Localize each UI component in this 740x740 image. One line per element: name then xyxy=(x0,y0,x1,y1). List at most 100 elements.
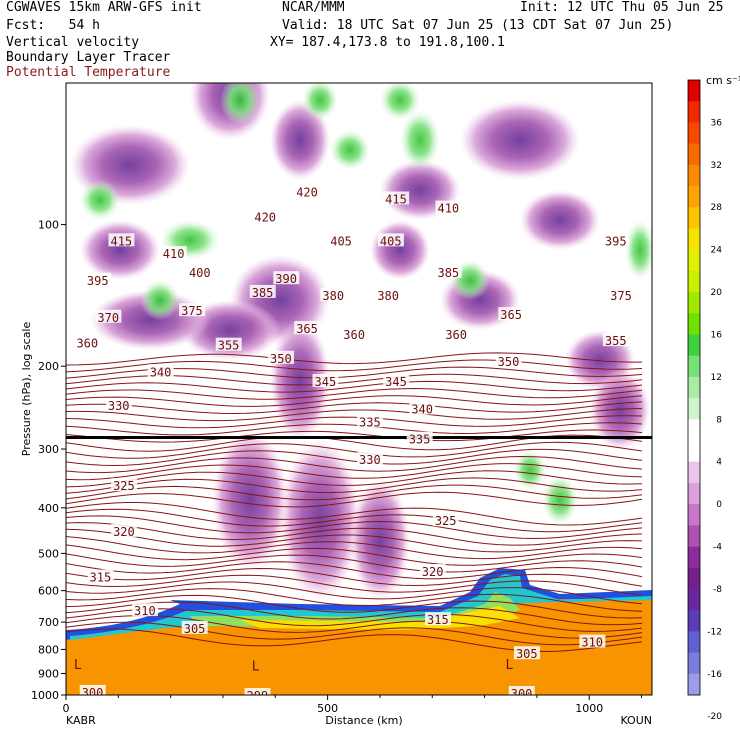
theta-contour xyxy=(66,470,643,488)
theta-label: 375 xyxy=(181,304,203,318)
theta-label: 325 xyxy=(435,514,457,528)
theta-label: 300 xyxy=(511,687,533,701)
theta-contour xyxy=(66,448,643,467)
y-tick-label: 600 xyxy=(38,585,59,598)
theta-label-bg xyxy=(312,373,339,387)
colorbar-swatch xyxy=(688,122,700,145)
theta-label: 315 xyxy=(90,571,112,585)
colorbar-swatch xyxy=(688,313,700,335)
theta-contour xyxy=(66,515,643,540)
colorbar-tick-label: 4 xyxy=(716,458,722,468)
theta-label-bg xyxy=(419,564,446,578)
theta-label-bg xyxy=(95,309,122,323)
low-marker: L xyxy=(74,658,82,673)
theta-label-bg xyxy=(383,373,410,387)
theta-label: 300 xyxy=(82,686,104,700)
theta-label: 335 xyxy=(359,415,381,429)
theta-contour xyxy=(66,581,643,605)
theta-label-bg xyxy=(108,233,135,247)
theta-contour xyxy=(66,621,643,646)
colorbar-tick-label: 28 xyxy=(711,203,723,213)
field-potential-temperature: Potential Temperature xyxy=(6,65,171,80)
updraft-cell xyxy=(380,83,420,120)
colorbar-swatch xyxy=(688,652,700,675)
y-tick-label: 200 xyxy=(38,360,59,373)
theta-contour xyxy=(66,502,643,526)
theta-label: 330 xyxy=(108,399,130,413)
theta-label: 320 xyxy=(422,565,444,579)
theta-contour xyxy=(66,359,643,373)
theta-contour xyxy=(66,567,643,587)
theta-contour xyxy=(66,491,643,508)
theta-label-bg xyxy=(579,634,606,648)
theta-label: 365 xyxy=(296,322,318,336)
cross-section-xy: XY= 187.4,173.8 to 191.8,100.1 xyxy=(270,35,505,50)
theta-label: 395 xyxy=(605,234,627,248)
theta-label-bg xyxy=(252,209,279,223)
theta-label-bg xyxy=(74,335,101,349)
theta-label-bg xyxy=(443,327,470,341)
theta-contour xyxy=(66,401,643,415)
field-boundary-layer-tracer: Boundary Layer Tracer xyxy=(6,50,171,65)
theta-label-bg xyxy=(84,272,111,286)
downdraft-cell xyxy=(280,440,360,600)
downdraft-cell xyxy=(520,190,600,250)
updraft-cell xyxy=(542,475,578,525)
theta-label-bg xyxy=(244,688,271,695)
x-tick-label: 0 xyxy=(63,702,70,715)
theta-label-bg xyxy=(215,337,242,351)
theta-label-bg xyxy=(435,264,462,278)
theta-label: 310 xyxy=(134,604,156,618)
tropopause-bold-contour xyxy=(66,436,652,439)
theta-label: 360 xyxy=(76,336,98,350)
theta-label: 380 xyxy=(322,289,344,303)
theta-label: 410 xyxy=(163,247,185,261)
colorbar-tick-label: -4 xyxy=(713,543,722,553)
theta-contour xyxy=(66,544,643,566)
valid-time: Valid: 18 UTC Sat 07 Jun 25 (13 CDT Sat … xyxy=(282,18,674,33)
theta-label: 415 xyxy=(385,192,407,206)
theta-label-bg xyxy=(435,200,462,214)
theta-label: 355 xyxy=(605,334,627,348)
theta-label-bg xyxy=(147,364,174,378)
theta-label: 415 xyxy=(110,234,132,248)
x-tick-label: 500 xyxy=(317,702,338,715)
theta-label-bg xyxy=(357,414,383,428)
theta-label-bg xyxy=(602,233,629,247)
updraft-cell xyxy=(220,83,260,125)
downdraft-cell xyxy=(80,220,160,280)
theta-contour xyxy=(66,408,643,422)
theta-label: 405 xyxy=(380,234,402,248)
colorbar-unit: cm s⁻¹ xyxy=(706,74,740,87)
theta-label-bg xyxy=(377,233,404,247)
colorbar-tick-label: 12 xyxy=(711,373,722,383)
theta-contour xyxy=(66,395,643,407)
theta-label: 385 xyxy=(252,286,274,300)
theta-contour xyxy=(66,463,643,481)
theta-contour xyxy=(66,484,643,501)
theta-label-bg xyxy=(508,685,535,695)
colorbar-swatch xyxy=(688,101,700,123)
theta-label: 320 xyxy=(113,525,135,539)
theta-label-bg xyxy=(406,431,433,445)
colorbar-swatch xyxy=(688,504,700,526)
colorbar-swatch xyxy=(688,610,700,632)
theta-label-bg xyxy=(357,452,383,466)
theta-label: 420 xyxy=(254,210,276,224)
theta-label-bg xyxy=(294,184,321,198)
colorbar-swatch xyxy=(688,546,700,569)
theta-label-bg xyxy=(495,354,522,368)
theta-label-bg xyxy=(425,612,452,626)
theta-contour xyxy=(66,553,643,573)
downdraft-cell xyxy=(460,100,580,180)
colorbar-tick-label: 0 xyxy=(716,500,722,510)
theta-label: 375 xyxy=(610,289,632,303)
theta-label: 345 xyxy=(315,375,337,389)
theta-contour xyxy=(66,522,643,546)
colorbar-swatch xyxy=(688,419,700,442)
theta-label: 370 xyxy=(97,311,119,325)
theta-label-bg xyxy=(320,287,347,301)
colorbar-swatch xyxy=(688,440,700,463)
